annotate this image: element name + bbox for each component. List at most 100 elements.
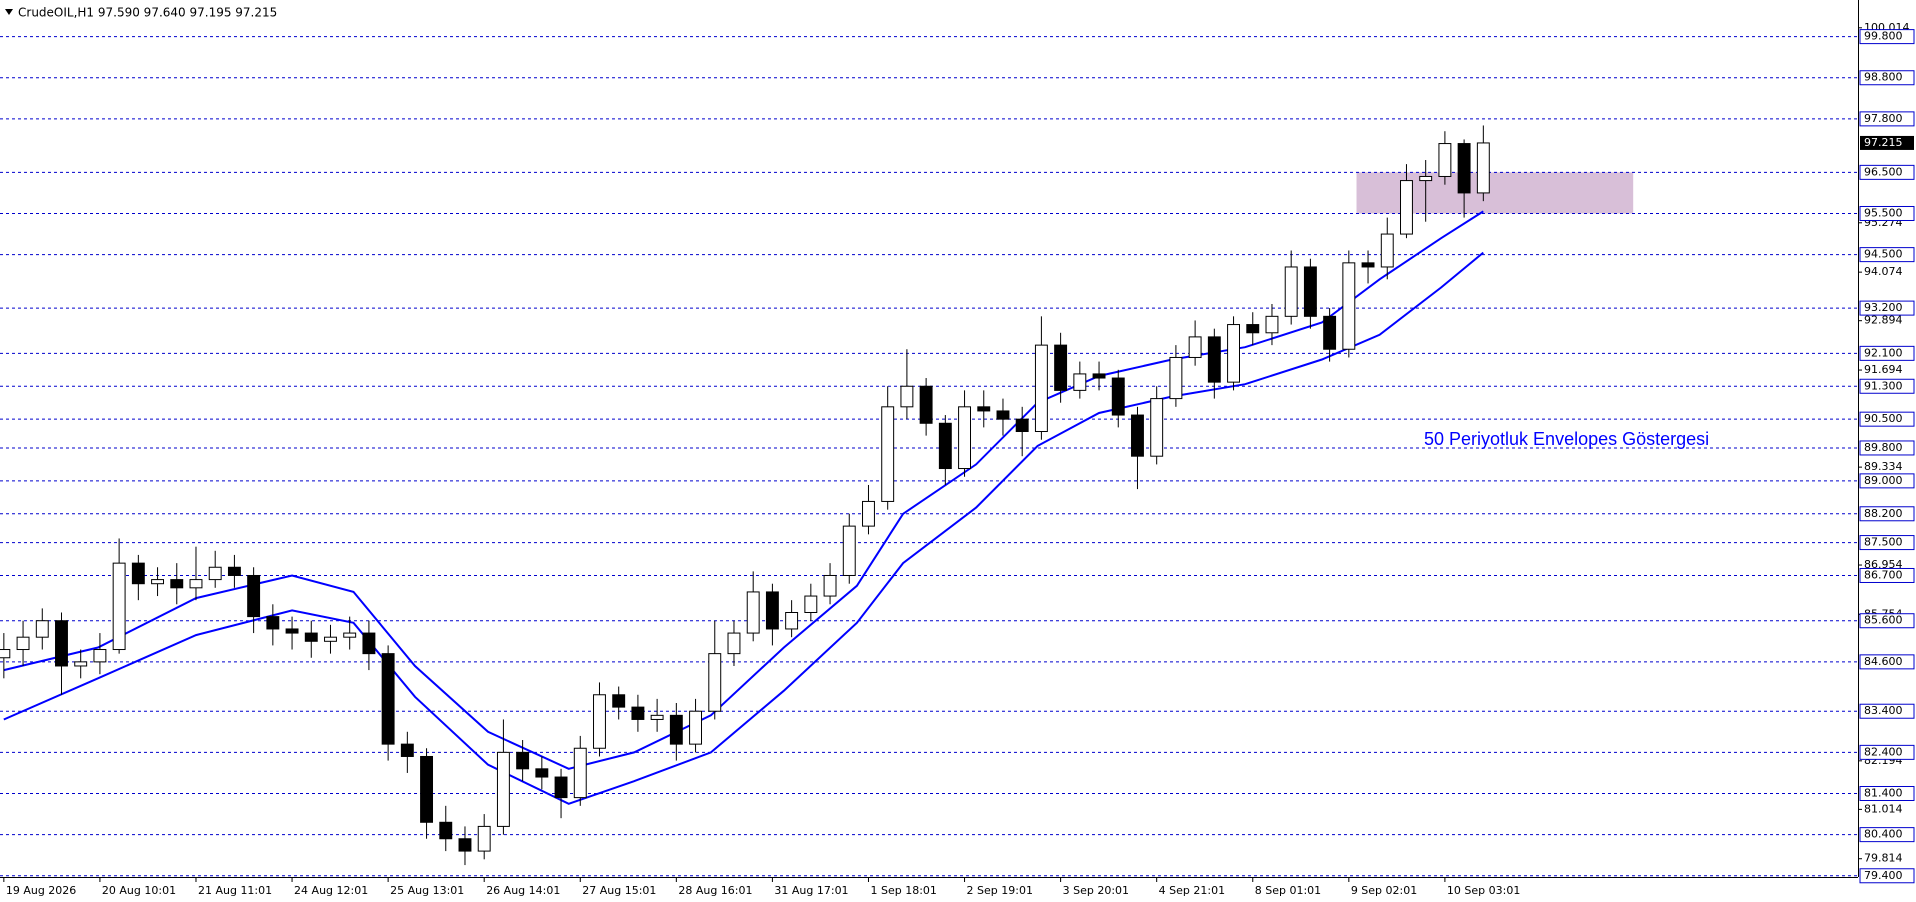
candle-body [554,776,568,799]
x-tick-label: 1 Sep 18:01 [870,884,936,897]
candle-body [804,595,818,614]
x-tick-label: 27 Aug 15:01 [582,884,656,897]
candle-body [1265,315,1279,334]
header-arrow [5,9,13,15]
y-tick-label: 91.694 [1864,363,1903,376]
candle-body [16,636,30,651]
envelope-line [3,210,1484,770]
level-label: 89.000 [1864,474,1903,487]
level-label-box [1859,70,1915,86]
x-tick-label: 21 Aug 11:01 [198,884,272,897]
candle-body [1227,324,1240,383]
level-label-box [1859,827,1915,843]
level-label: 90.500 [1864,412,1903,425]
candle-body [1323,315,1337,350]
candle-body [420,755,434,823]
level-label-box [1859,473,1915,489]
candle-body [746,591,760,634]
level-label: 84.600 [1864,655,1903,668]
candle-body [1188,336,1202,358]
candle-body [496,751,510,827]
candle-body [1246,324,1260,334]
x-tick-label: 24 Aug 12:01 [294,884,368,897]
annotation: 50 Periyotluk Envelopes Göstergesi [1424,429,1709,449]
y-tick-label: 79.814 [1864,852,1903,865]
candle-body [74,661,88,667]
candle-body [785,612,799,630]
candle-body [343,632,357,638]
candle-body [458,838,472,852]
level-label: 96.500 [1864,165,1903,178]
level-label-box [1859,506,1915,522]
level-label-box [1859,703,1915,719]
level-label: 85.600 [1864,614,1903,627]
candle-body [1073,373,1087,391]
level-label-box [1859,567,1915,583]
x-tick-label: 31 Aug 17:01 [774,884,848,897]
candle-body [708,653,722,712]
candle-body [304,632,318,642]
candle-body [208,566,222,581]
level-label: 97.800 [1864,112,1903,125]
y-tick-label: 89.334 [1864,460,1903,473]
candle-body [477,825,491,852]
level-label-box [1859,535,1915,551]
x-tick-label: 20 Aug 10:01 [102,884,176,897]
level-label: 81.400 [1864,786,1903,799]
candle-body [612,694,626,708]
candle-body [669,714,683,745]
level-label-box [1859,111,1915,127]
candle-body [1457,143,1471,194]
x-tick-label: 25 Aug 13:01 [390,884,464,897]
level-label: 89.800 [1864,441,1903,454]
candle-body [516,751,530,770]
candle-body [189,579,203,589]
candle-body [1438,143,1452,177]
candle-body [823,574,837,597]
candle-body [1111,377,1125,416]
candle-body [324,636,337,642]
x-tick-label: 10 Sep 03:01 [1447,884,1520,897]
candle-body [266,616,280,630]
level-label-box [1859,300,1915,316]
level-label: 86.700 [1864,568,1903,581]
candle-body [765,591,779,630]
candle-body [227,566,241,576]
level-label: 82.400 [1864,745,1903,758]
level-label: 88.200 [1864,507,1903,520]
candle-body [0,649,11,659]
level-label: 92.100 [1864,346,1903,359]
candle-body [977,406,991,412]
candle-body [112,562,126,651]
zone [1356,172,1634,214]
level-label: 93.200 [1864,301,1903,314]
candle-body [1380,233,1394,268]
candle-body [247,574,261,618]
level-label-box [1859,440,1915,456]
x-tick-label: 2 Sep 19:01 [967,884,1033,897]
candle-body [285,628,299,634]
y-tick-label: 81.014 [1864,802,1903,815]
last-price-label: 97.215 [1864,136,1903,149]
candle-body [1092,373,1106,379]
level-label-box [1859,29,1915,45]
level-label-box [1859,411,1915,427]
envelope-line [3,251,1484,805]
candle-body [1207,336,1221,383]
chart-header: CrudeOIL,H1 97.590 97.640 97.195 97.215 [18,6,277,20]
candle-body [900,385,914,408]
candle-body [593,694,606,749]
candle-body [862,500,875,527]
candle-body [1034,344,1048,433]
level-label-box [1859,613,1915,629]
x-tick-label: 9 Sep 02:01 [1351,884,1417,897]
candle-body [1419,175,1433,182]
level-label-box [1859,744,1915,760]
x-tick-label: 19 Aug 2026 [6,884,76,897]
y-tick-label: 86.954 [1864,558,1903,571]
candle-body [996,410,1010,420]
candle-body [958,406,972,470]
